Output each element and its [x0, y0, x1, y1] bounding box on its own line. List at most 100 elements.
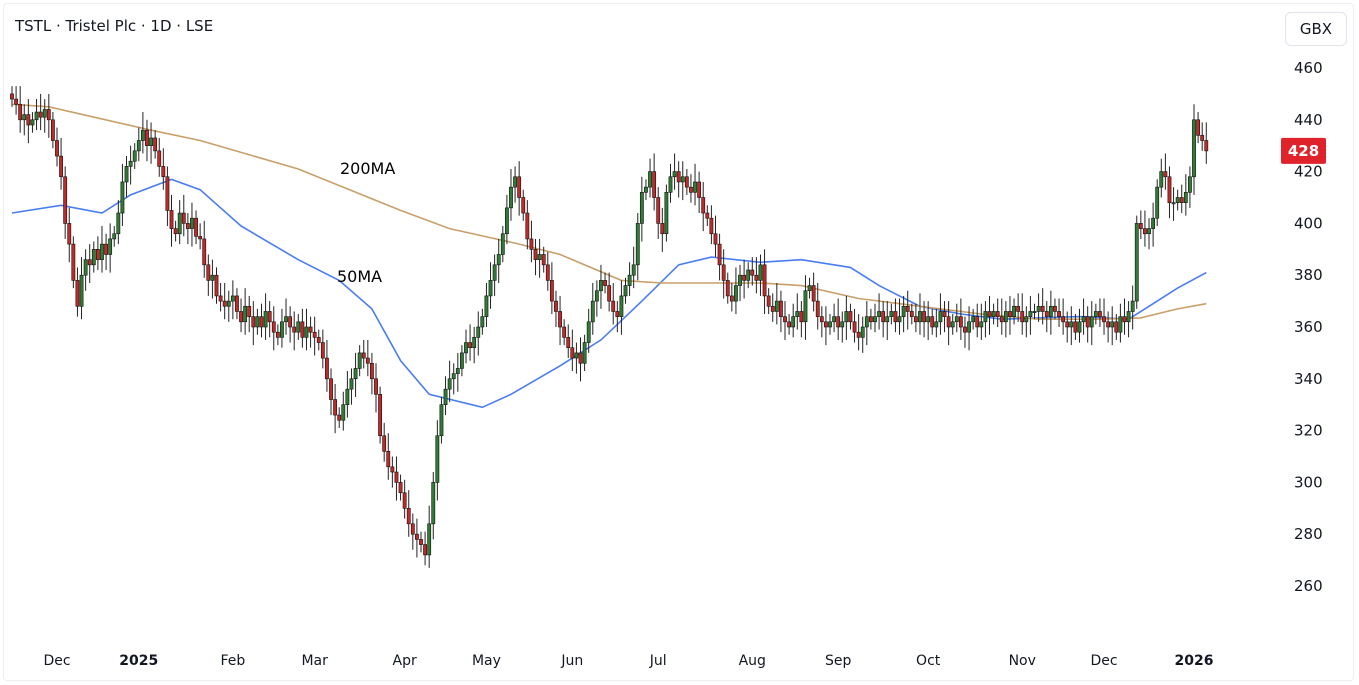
x-tick-label: Dec	[43, 653, 70, 669]
candle-body	[958, 316, 963, 328]
candle	[124, 156, 129, 198]
candle-body	[1093, 311, 1098, 317]
candle-body	[509, 186, 513, 209]
candle	[922, 301, 926, 338]
candle-body	[811, 285, 816, 302]
candle	[50, 112, 55, 149]
candle-body	[181, 212, 186, 224]
candle	[75, 267, 80, 317]
candle-body	[762, 264, 767, 297]
candle	[83, 249, 88, 291]
x-tick-label: Dec	[1090, 653, 1117, 669]
candle-body	[1069, 321, 1074, 328]
candle-body	[1147, 228, 1151, 235]
x-tick-label: Jun	[560, 653, 583, 669]
candle-body	[680, 176, 685, 183]
last-price-badge: 428	[1281, 137, 1326, 164]
candle	[578, 337, 583, 382]
candle-body	[987, 311, 992, 317]
candle-body	[91, 249, 96, 266]
candle-body	[611, 300, 616, 312]
candle-body	[185, 223, 190, 229]
candle-body	[239, 311, 243, 323]
candle-body	[169, 210, 174, 229]
candle-body	[320, 342, 325, 359]
candle-body	[79, 274, 84, 307]
candle-body	[280, 321, 284, 338]
candle	[967, 306, 971, 351]
candle-body	[504, 207, 509, 235]
candle	[500, 225, 505, 263]
candle	[958, 298, 963, 340]
candle	[1122, 298, 1127, 335]
candle-body	[55, 140, 59, 157]
candle-body	[42, 109, 47, 118]
candle	[889, 303, 894, 325]
x-tick-label: Feb	[220, 653, 245, 669]
candle	[963, 316, 967, 348]
candle-body	[954, 316, 959, 323]
candle-body	[308, 326, 313, 333]
candle	[562, 319, 567, 346]
candle	[1163, 153, 1168, 190]
candle	[656, 187, 661, 239]
candle-body	[128, 160, 133, 167]
candle-body	[394, 471, 399, 483]
candle	[558, 295, 562, 346]
candle	[472, 327, 477, 364]
candle	[566, 324, 571, 359]
y-tick-label: 360	[1294, 318, 1323, 336]
candle-body	[124, 166, 129, 183]
candle	[758, 254, 763, 296]
candle	[337, 407, 342, 429]
candle-body	[406, 507, 411, 525]
candle-body	[574, 352, 579, 359]
candle-body	[918, 311, 922, 323]
candle	[263, 293, 268, 340]
candle	[128, 145, 133, 185]
candle	[742, 259, 747, 299]
candle-body	[59, 155, 63, 178]
currency-button[interactable]: GBX	[1285, 12, 1347, 46]
candle-body	[905, 305, 910, 312]
candle-body	[766, 295, 771, 307]
candle-body	[709, 217, 714, 235]
candle-body	[656, 197, 661, 224]
candle-body	[496, 254, 501, 266]
candle-body	[455, 368, 460, 374]
candle	[140, 112, 145, 154]
candle-body	[881, 311, 886, 323]
candle-body	[104, 243, 108, 255]
candle	[1147, 218, 1151, 250]
candle	[848, 303, 853, 330]
candle-body	[648, 171, 652, 188]
candle	[243, 288, 248, 335]
candle	[325, 339, 329, 392]
candle-body	[296, 321, 301, 333]
candle-body	[554, 300, 558, 312]
candle	[423, 531, 427, 566]
candle	[316, 329, 321, 351]
candle	[521, 189, 526, 221]
candle	[803, 275, 808, 340]
candle-body	[235, 295, 239, 312]
candle	[22, 104, 27, 136]
y-tick-label: 420	[1294, 163, 1323, 181]
candle	[214, 267, 219, 304]
candle	[1102, 298, 1106, 335]
candle	[267, 301, 272, 338]
candle	[529, 220, 534, 263]
candle-body	[578, 352, 583, 364]
candle	[431, 472, 436, 540]
candle-body	[885, 316, 890, 323]
candle	[492, 254, 497, 296]
candle-body	[108, 238, 113, 255]
candle	[468, 324, 472, 361]
candle	[271, 306, 276, 351]
candle-body	[243, 305, 248, 323]
candle	[1106, 311, 1111, 343]
candle-body	[382, 435, 387, 452]
y-tick-label: 380	[1294, 266, 1323, 284]
candle-body	[1016, 305, 1021, 312]
